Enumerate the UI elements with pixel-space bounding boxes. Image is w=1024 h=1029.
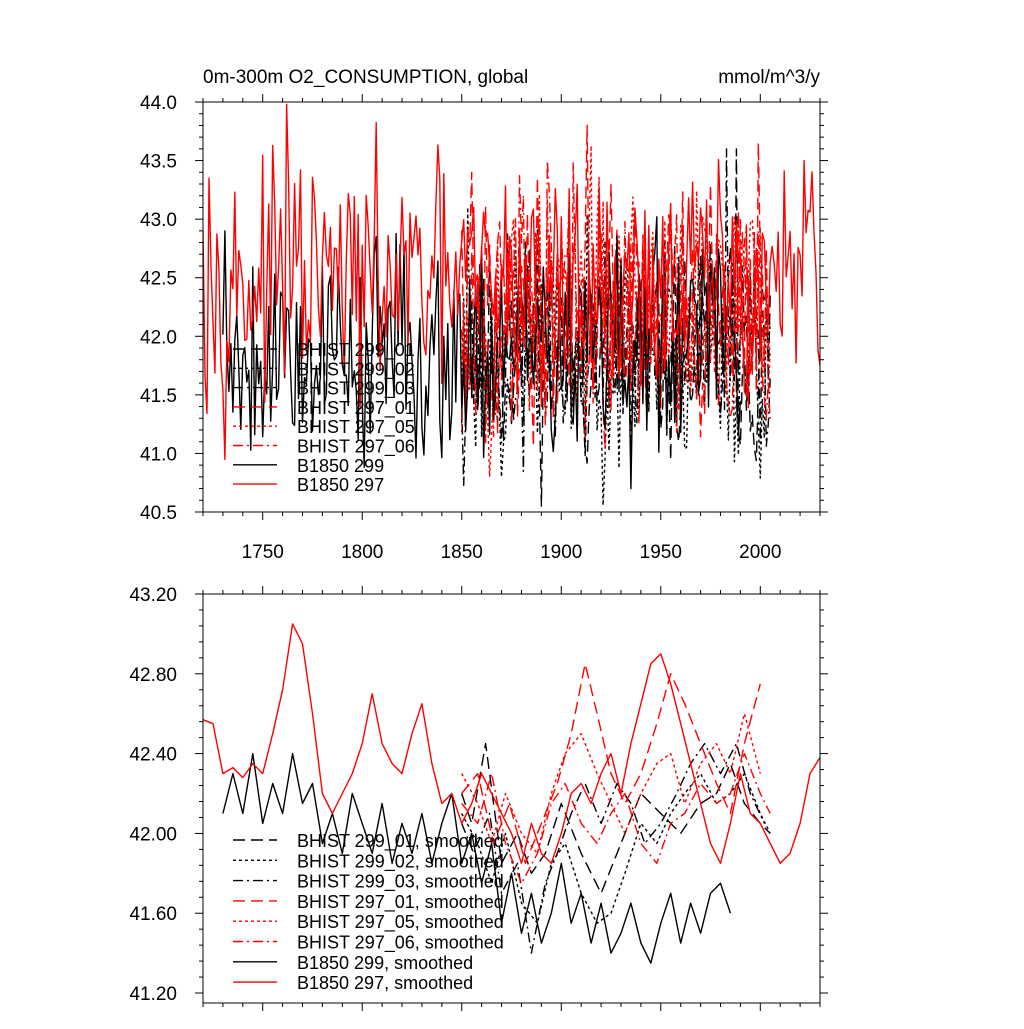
series-line-6 xyxy=(461,159,771,444)
series-group xyxy=(203,623,820,964)
plot-frame xyxy=(202,101,821,513)
y-tick-label: 43.0 xyxy=(140,210,177,231)
x-tick-label: 1800 xyxy=(341,542,383,563)
series-line-5 xyxy=(461,713,761,855)
y-tick-label: 44.0 xyxy=(140,93,177,114)
series-group xyxy=(203,103,820,507)
legend-label: B1850 297, smoothed xyxy=(297,973,473,993)
y-tick-label: 42.0 xyxy=(140,327,177,348)
legend-label: B1850 299, smoothed xyxy=(297,953,473,973)
legend-label: BHIST 297_01, smoothed xyxy=(297,892,504,913)
top-chart-title: 0m-300m O2_CONSUMPTION, global xyxy=(203,67,528,88)
legend-label: BHIST 297_05 xyxy=(297,417,415,438)
bottom-chart-panel: 41.20 41.60 42.00 42.40 42.80 43.20 BHIST 299_… xyxy=(129,585,828,1011)
series-line-4 xyxy=(461,124,771,450)
y-tick-label: 41.0 xyxy=(140,444,177,465)
y-tick-label: 42.80 xyxy=(129,665,177,686)
legend-label: BHIST 299_01, smoothed xyxy=(297,831,504,852)
series-line-8 xyxy=(203,623,820,864)
x-tick-label: 2000 xyxy=(739,542,781,563)
top-chart-units: mmol/m^3/y xyxy=(718,67,820,88)
y-tick-label: 41.20 xyxy=(129,984,177,1005)
legend-label: BHIST 299_02, smoothed xyxy=(297,851,504,872)
legend-label: BHIST 299_03 xyxy=(297,379,415,400)
y-tick-label: 43.20 xyxy=(129,585,177,606)
series-line-7 xyxy=(222,216,742,490)
y-tick-label: 42.00 xyxy=(129,824,177,845)
plot-frame xyxy=(202,593,821,1004)
x-tick-label: 1900 xyxy=(540,542,582,563)
y-tick-label: 40.5 xyxy=(140,503,177,524)
legend-label: BHIST 299_02 xyxy=(297,359,415,380)
legend-label: BHIST 299_01 xyxy=(297,340,415,361)
series-line-7 xyxy=(222,752,732,964)
series-line-6 xyxy=(461,752,771,884)
series-line-1 xyxy=(461,742,771,894)
y-tick-label: 41.5 xyxy=(140,386,177,407)
series-line-3 xyxy=(461,148,771,487)
x-tick-label: 1950 xyxy=(640,542,682,563)
legend-label: BHIST 297_01 xyxy=(297,398,415,419)
legend-label: BHIST 297_06 xyxy=(297,437,415,458)
top-chart-panel: 1750 1800 1850 1900 1950 2000 40.5 41.0 41.5 42.0… xyxy=(140,93,828,563)
y-tick-label: 43.5 xyxy=(140,152,177,173)
series-line-2 xyxy=(461,772,771,924)
legend-label: BHIST 297_06, smoothed xyxy=(297,933,504,954)
x-tick-label: 1850 xyxy=(441,542,483,563)
y-tick-label: 42.40 xyxy=(129,745,177,766)
series-line-4 xyxy=(461,663,761,864)
series-line-8 xyxy=(203,103,820,461)
y-tick-label: 42.5 xyxy=(140,269,177,290)
legend-label: BHIST 299_03, smoothed xyxy=(297,872,504,893)
x-tick-label: 1750 xyxy=(242,542,284,563)
legend-label: B1850 297 xyxy=(297,475,384,495)
legend-label: B1850 299 xyxy=(297,456,384,476)
legend-label: BHIST 297_05, smoothed xyxy=(297,912,504,933)
y-tick-label: 41.60 xyxy=(129,904,177,925)
series-line-3 xyxy=(461,742,765,954)
